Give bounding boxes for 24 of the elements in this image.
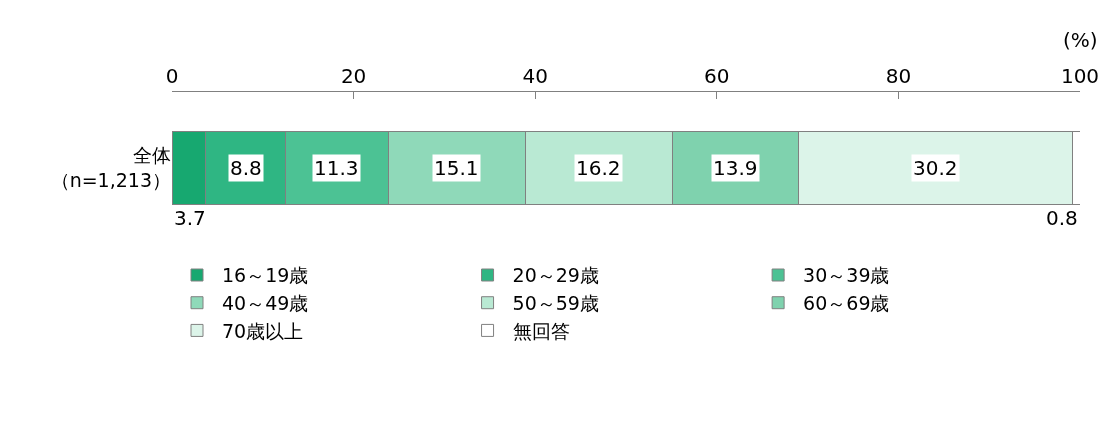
x-tick-label: 60 xyxy=(704,64,730,88)
data-label: 30.2 xyxy=(913,156,958,180)
data-label: 3.7 xyxy=(174,206,206,230)
data-label: 16.2 xyxy=(576,156,621,180)
data-label: 15.1 xyxy=(434,156,479,180)
x-tick-label: 0 xyxy=(165,64,179,88)
legend-label: 30～39歳 xyxy=(803,264,890,287)
y-tick-label: 全体（n=1,213） xyxy=(50,144,171,191)
legend-label: 40～49歳 xyxy=(222,292,309,315)
data-label: 8.8 xyxy=(230,156,262,180)
data-label: 0.8 xyxy=(1046,206,1078,230)
legend-label: 無回答 xyxy=(512,319,570,342)
legend-label: 16～19歳 xyxy=(222,264,309,287)
legend-label: 50～59歳 xyxy=(512,292,599,315)
x-tick-label: 80 xyxy=(885,64,912,88)
x-tick-label: 100 xyxy=(1060,64,1100,88)
data-label: 11.3 xyxy=(314,156,359,180)
legend-label: 70歳以上 xyxy=(222,319,304,342)
data-label: 13.9 xyxy=(713,156,758,180)
legend-label: 20～29歳 xyxy=(512,264,599,287)
x-axis-title: (%) xyxy=(1063,28,1098,52)
x-tick-label: 20 xyxy=(340,64,367,88)
legend-label: 60～69歳 xyxy=(803,292,890,315)
x-tick-label: 40 xyxy=(522,64,548,88)
